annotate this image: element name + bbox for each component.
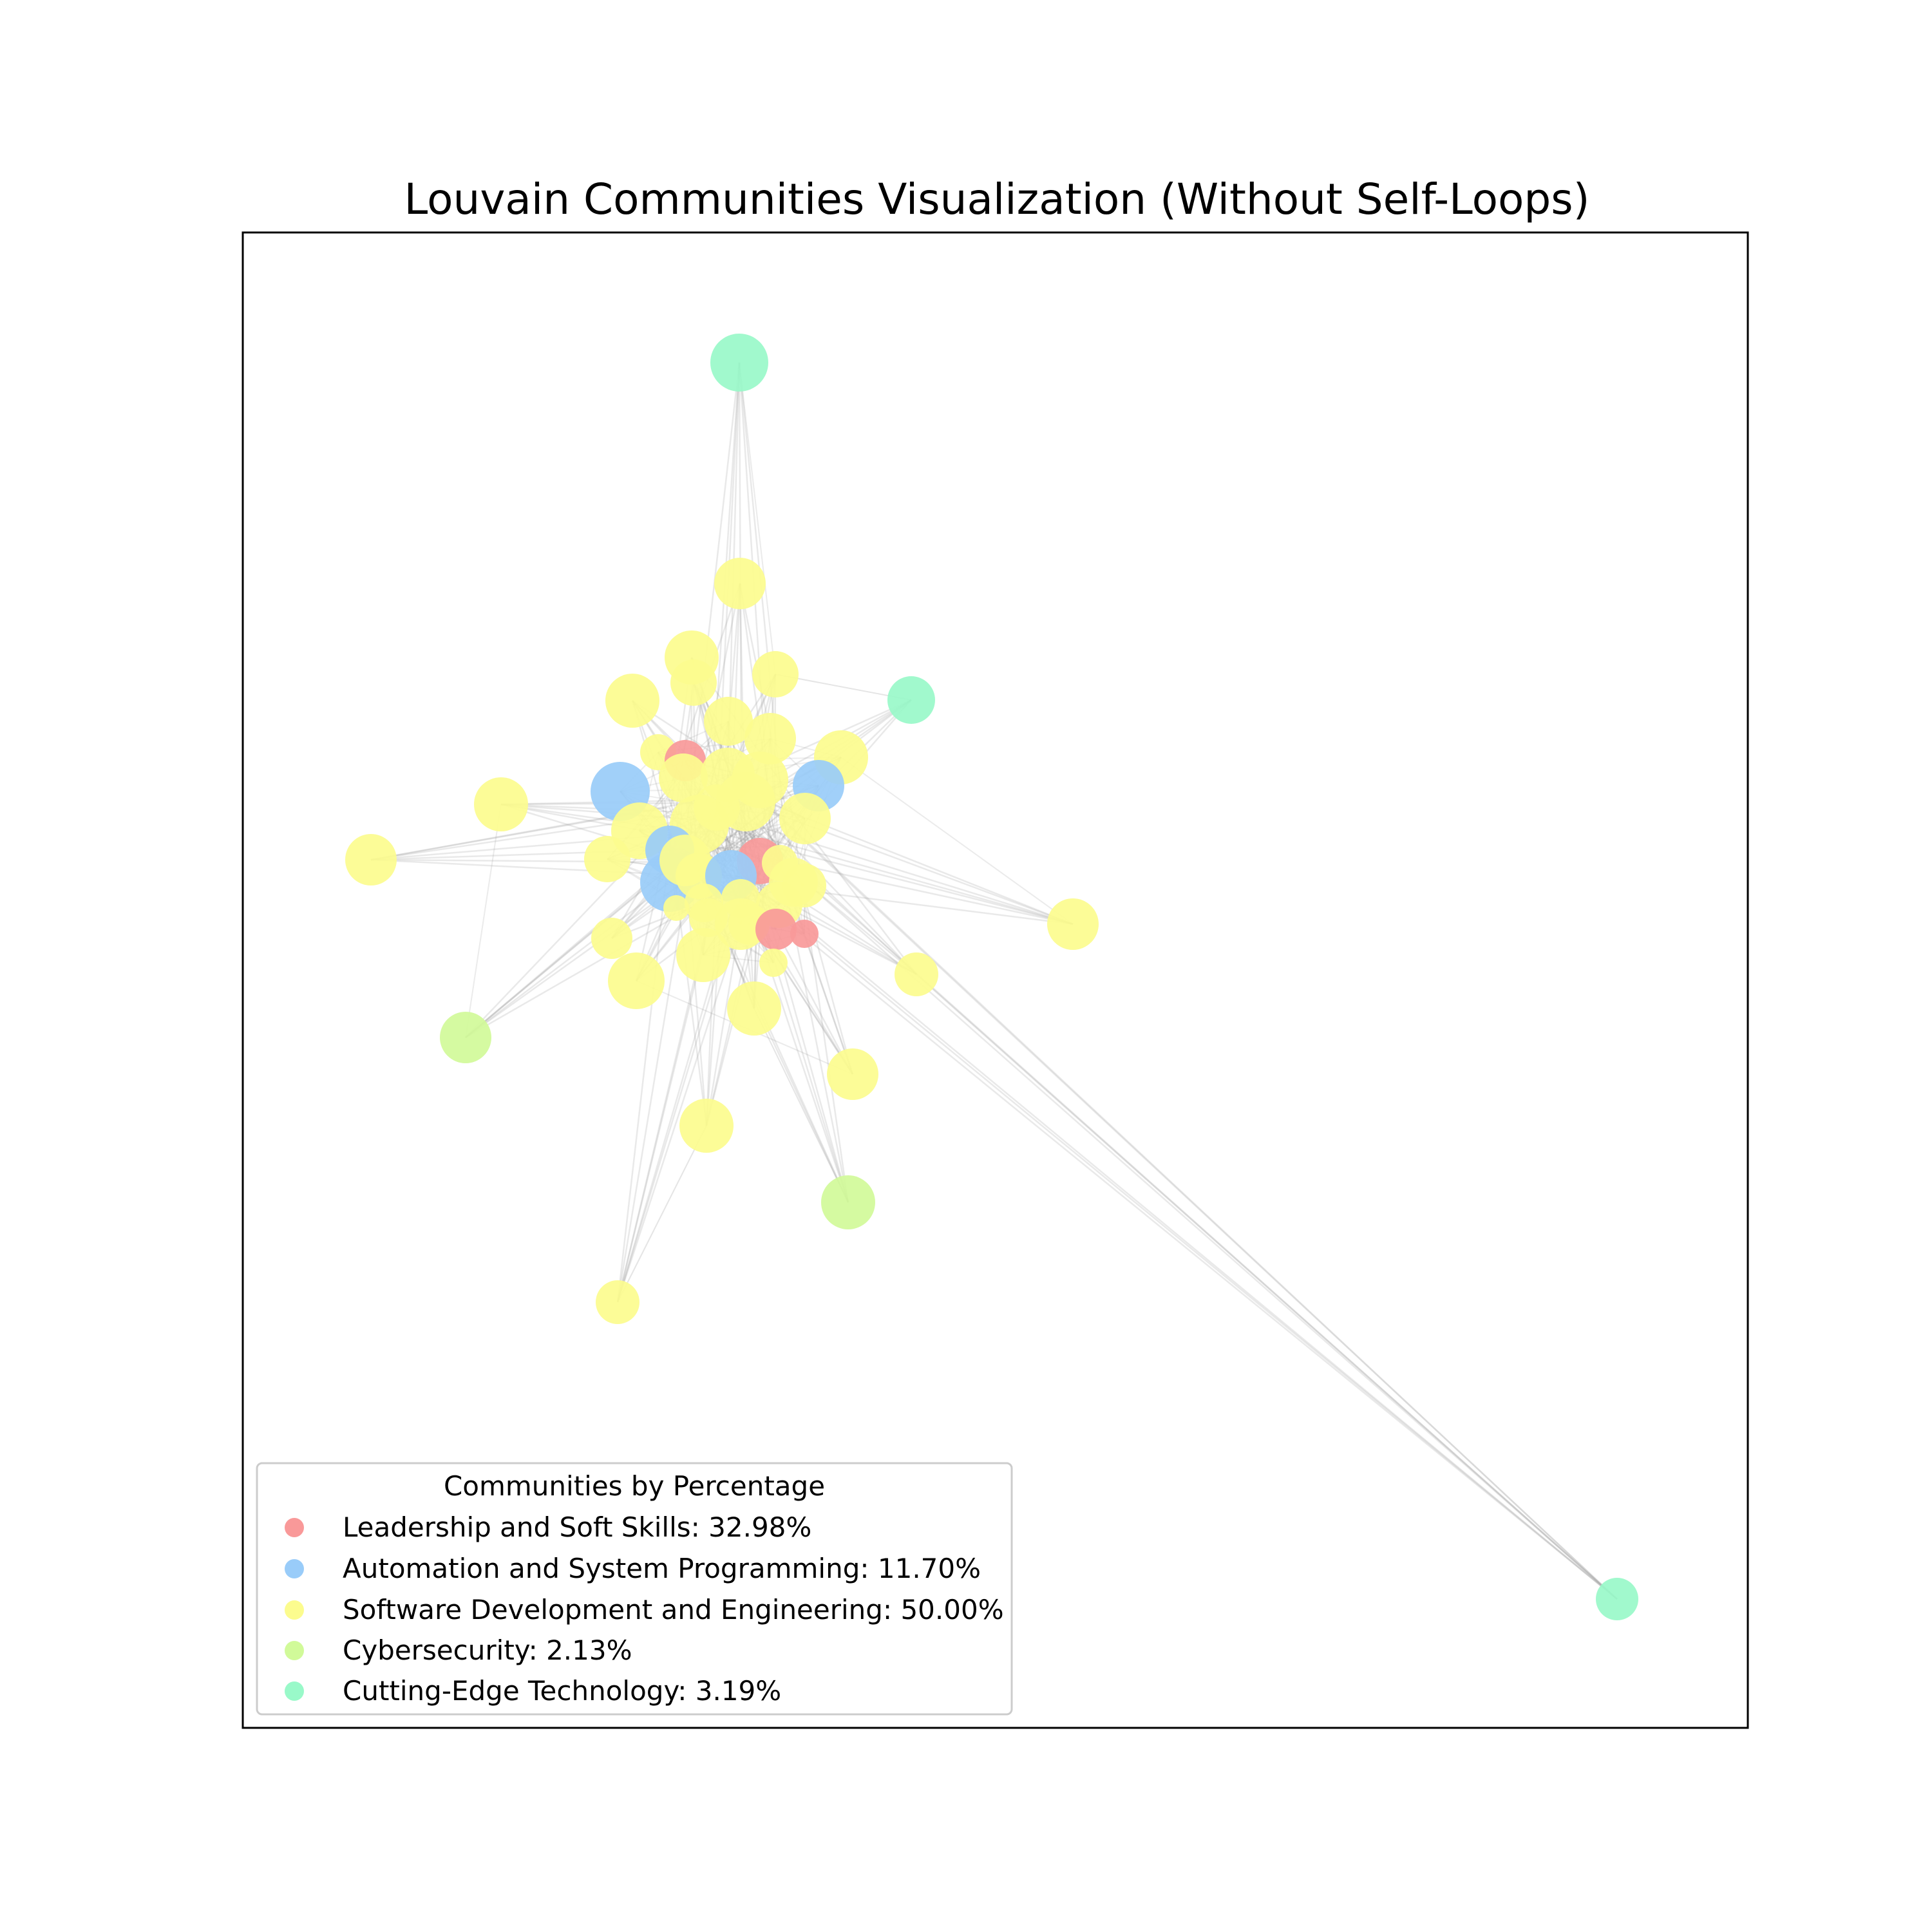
graph-edge (705, 838, 774, 1126)
legend-label-software: Software Development and Engineering: 50… (343, 1594, 1004, 1625)
legend-label-automation: Automation and System Programming: 11.70… (343, 1553, 981, 1584)
graph-edge (732, 817, 1618, 1600)
graph-node (704, 697, 753, 746)
graph-node (608, 952, 665, 1009)
graph-edge (840, 757, 1074, 925)
legend-label-cybersecurity: Cybersecurity: 2.13% (343, 1634, 632, 1666)
chart-title: Louvain Communities Visualization (Witho… (404, 175, 1590, 224)
graph-node (676, 928, 730, 982)
legend-marker-cybersecurity (285, 1641, 304, 1660)
graph-node (474, 777, 528, 831)
legend-label-cutting-edge: Cutting-Edge Technology: 3.19% (343, 1675, 781, 1707)
graph-node (752, 651, 799, 697)
graph-node (670, 659, 717, 706)
graph-edge (916, 974, 1618, 1600)
graph-edge (757, 891, 1618, 1600)
graph-node (1047, 898, 1099, 950)
graph-node (605, 674, 659, 728)
plot-frame (242, 231, 1749, 1729)
graph-node (887, 676, 935, 724)
graph-edge (697, 849, 1618, 1600)
legend: Communities by Percentage Leadership and… (256, 1462, 1013, 1716)
graph-node (440, 1012, 491, 1063)
graph-node (779, 793, 831, 844)
graph-edge (687, 362, 741, 819)
graph-node (821, 1175, 875, 1229)
graph-edge (616, 884, 755, 1303)
graph-node (679, 1099, 734, 1153)
graph-node (591, 918, 632, 959)
graph-edge (677, 820, 1618, 1600)
legend-marker-automation (285, 1559, 304, 1578)
legend-title: Communities by Percentage (444, 1470, 825, 1502)
graph-edge (370, 793, 734, 861)
graph-edge (739, 362, 776, 675)
graph-node (755, 909, 797, 950)
graph-node (584, 836, 630, 882)
graph-edge (753, 1008, 849, 1203)
graph-edge (743, 782, 1618, 1600)
graph-node (596, 1280, 639, 1324)
legend-marker-leadership (285, 1518, 304, 1537)
graph-node (714, 558, 766, 609)
graph-node (663, 895, 689, 921)
legend-marker-cutting-edge (285, 1681, 304, 1701)
graph-edge (772, 811, 1618, 1600)
graph-edge (370, 858, 688, 864)
graph-edge (465, 801, 777, 1038)
graph-edge (775, 828, 917, 975)
graph-node (744, 713, 796, 764)
graph-edge (465, 804, 502, 1038)
graph-node (345, 834, 397, 886)
graph-node (727, 981, 781, 1036)
graph-node (827, 1048, 878, 1100)
legend-box (256, 1462, 1013, 1716)
graph-node (1596, 1578, 1638, 1620)
graph-edge (617, 1125, 707, 1303)
nodes-layer (345, 334, 1638, 1620)
legend-marker-software (285, 1600, 304, 1620)
graph-node (895, 952, 938, 996)
graph-node (790, 920, 819, 948)
graph-edge (675, 812, 1074, 925)
graph-node (710, 334, 768, 392)
graph-node (759, 949, 788, 977)
graph-node (659, 753, 708, 802)
legend-label-leadership: Leadership and Soft Skills: 32.98% (343, 1511, 811, 1543)
